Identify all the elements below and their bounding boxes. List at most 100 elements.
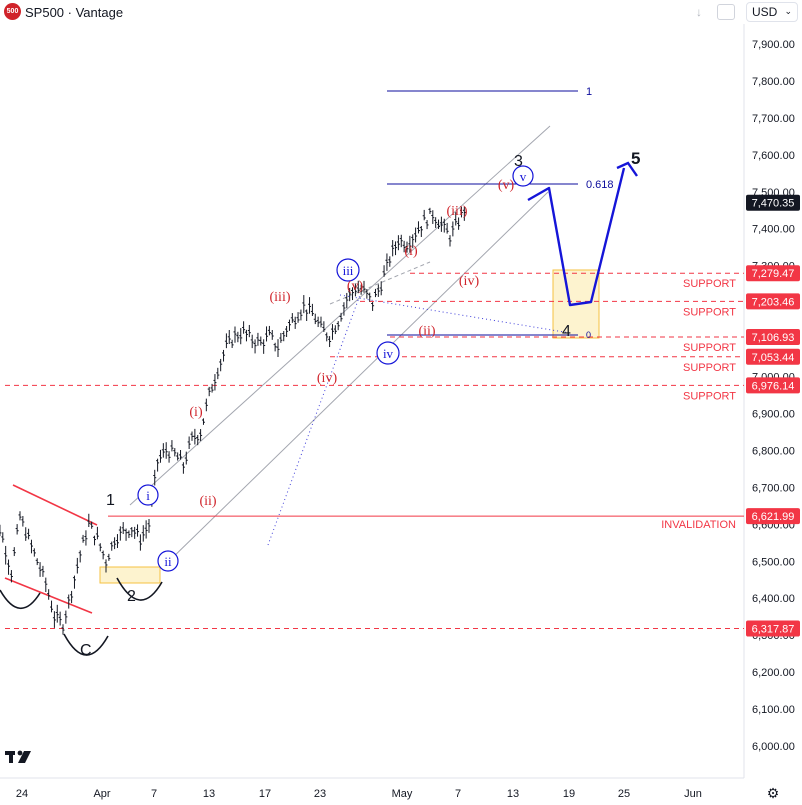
level-price-tag [746, 508, 800, 525]
y-tick-label: 6,700.00 [752, 482, 795, 494]
settings-gear-icon[interactable]: ⚙ [766, 784, 780, 801]
level-price-label: 6,621.99 [752, 511, 795, 523]
chart-header: 500 SP500 · Vantage ↓ [0, 0, 744, 24]
resistance-trendline[interactable] [12, 484, 98, 526]
wave-label-ii: ii [164, 554, 172, 569]
channel-upper-line[interactable] [129, 125, 551, 506]
price-tags: 7,470.35 7,279.47 7,203.46 7,106.93 7,053.44… [746, 194, 800, 637]
fib-label-0618: 0.618 [586, 179, 614, 191]
wave-label-red-iii-1: (iii) [270, 290, 291, 305]
level-price-tag [746, 293, 800, 310]
y-tick-label: 7,600.00 [752, 150, 795, 162]
horizontal-levels: SUPPORT SUPPORT SUPPORT SUPPORT SUPPORT INVAL… [5, 272, 744, 630]
wave-label-red-v-2: (v) [498, 178, 515, 193]
wave-label-1: 1 [106, 492, 115, 509]
support-label: SUPPORT [683, 278, 736, 290]
circle-i [137, 484, 159, 506]
symbol-title[interactable]: SP500 · Vantage [25, 5, 124, 20]
currency-select[interactable]: USD ⌄ [746, 2, 798, 22]
x-tick-label: 19 [563, 788, 575, 800]
level-price-label: 6,976.14 [752, 380, 795, 392]
dotted-projection-1[interactable] [267, 294, 361, 546]
y-tick-label: 6,800.00 [752, 445, 795, 457]
y-tick-label: 6,500.00 [752, 556, 795, 568]
wave-label-red-i-2: (i) [404, 244, 418, 259]
level-price-label: 7,203.46 [752, 296, 795, 308]
projection-arrowhead [616, 161, 638, 177]
dropdown-chevron-icon: ⌄ [784, 6, 792, 16]
support-label: SUPPORT [683, 390, 736, 402]
x-tick-label: 25 [618, 788, 630, 800]
x-tick-label: 13 [203, 788, 215, 800]
y-tick-label: 6,200.00 [752, 667, 795, 679]
level-price-label: 7,053.44 [752, 352, 795, 364]
wave-label-red-iv-2: (iv) [459, 274, 480, 289]
wave-label-red-iii-2: (iii) [447, 204, 468, 219]
wave-label-red-ii-2: (ii) [418, 324, 435, 339]
channel-lower-line[interactable] [164, 191, 549, 566]
x-tick-label: 23 [314, 788, 326, 800]
y-axis: 6,000.006,100.006,200.006,300.006,400.00… [752, 39, 795, 753]
wave-label-5: 5 [631, 149, 640, 168]
download-arrow-icon[interactable]: ↓ [696, 5, 702, 19]
wave-label-2: 2 [127, 588, 136, 605]
price-bars [0, 206, 466, 635]
x-tick-label: Apr [93, 788, 110, 800]
level-price-tag [746, 620, 800, 637]
level-price-tag [746, 377, 800, 394]
circle-ii [157, 550, 179, 572]
wave-label-3: 3 [514, 153, 523, 170]
x-axis: 24 Apr 7 13 17 23 May 7 13 19 25 Jun [16, 788, 702, 800]
projection-path [527, 161, 638, 307]
wave-label-iii: iii [343, 263, 354, 278]
invalidation-label: INVALIDATION [661, 519, 736, 531]
y-tick-label: 6,000.00 [752, 741, 795, 753]
y-tick-label: 6,100.00 [752, 704, 795, 716]
x-tick-label: 24 [16, 788, 28, 800]
projection-line[interactable] [527, 167, 626, 307]
x-tick-label: 7 [151, 788, 157, 800]
current-price-label: 7,470.35 [752, 198, 795, 210]
tradingview-logo-icon[interactable] [5, 749, 39, 765]
circle-v [512, 165, 534, 187]
level-price-label: 7,106.93 [752, 332, 795, 344]
currency-label: USD [752, 5, 778, 19]
level-price-tag [746, 265, 800, 282]
wave-labels: 1 2 3 4 5 C i ii iii iv v (i) (ii) (iii)… [80, 149, 640, 659]
fib-label-1: 1 [586, 86, 592, 98]
y-tick-label: 7,900.00 [752, 39, 795, 51]
wave-label-iv: iv [383, 346, 394, 361]
wave-label-red-i-1: (i) [189, 405, 203, 420]
circle-iii [336, 258, 360, 282]
circle-iv [376, 341, 400, 365]
analysis-drawings [0, 90, 600, 656]
current-price-tag [746, 194, 800, 211]
fib-labels: 1 0.618 0 [586, 86, 614, 340]
y-tick-label: 7,700.00 [752, 113, 795, 125]
level-price-tag [746, 348, 800, 365]
y-tick-label: 6,400.00 [752, 593, 795, 605]
arc-left [0, 589, 41, 610]
x-tick-label: 17 [259, 788, 271, 800]
support-label: SUPPORT [683, 342, 736, 354]
x-tick-label: Jun [684, 788, 702, 800]
y-tick-label: 6,900.00 [752, 408, 795, 420]
wave-label-red-ii-1: (ii) [199, 494, 216, 509]
level-price-tag [746, 328, 800, 345]
wave-label-i: i [146, 488, 150, 503]
level-price-label: 7,279.47 [752, 268, 795, 280]
wave-2-zone-box[interactable] [99, 566, 161, 584]
x-tick-label: May [392, 788, 413, 800]
support-label: SUPPORT [683, 306, 736, 318]
arc-c [63, 633, 109, 656]
dotted-projection-2[interactable] [339, 294, 571, 334]
y-tick-label: 7,400.00 [752, 224, 795, 236]
y-tick-label: 7,800.00 [752, 76, 795, 88]
snapshot-box-icon[interactable] [717, 4, 735, 20]
symbol-logo[interactable]: 500 [4, 3, 21, 20]
wave-label-red-v-1: (v) [347, 279, 364, 294]
level-price-label: 6,317.87 [752, 624, 795, 636]
wave-label-c: C [80, 642, 92, 659]
arc-2 [116, 577, 163, 601]
